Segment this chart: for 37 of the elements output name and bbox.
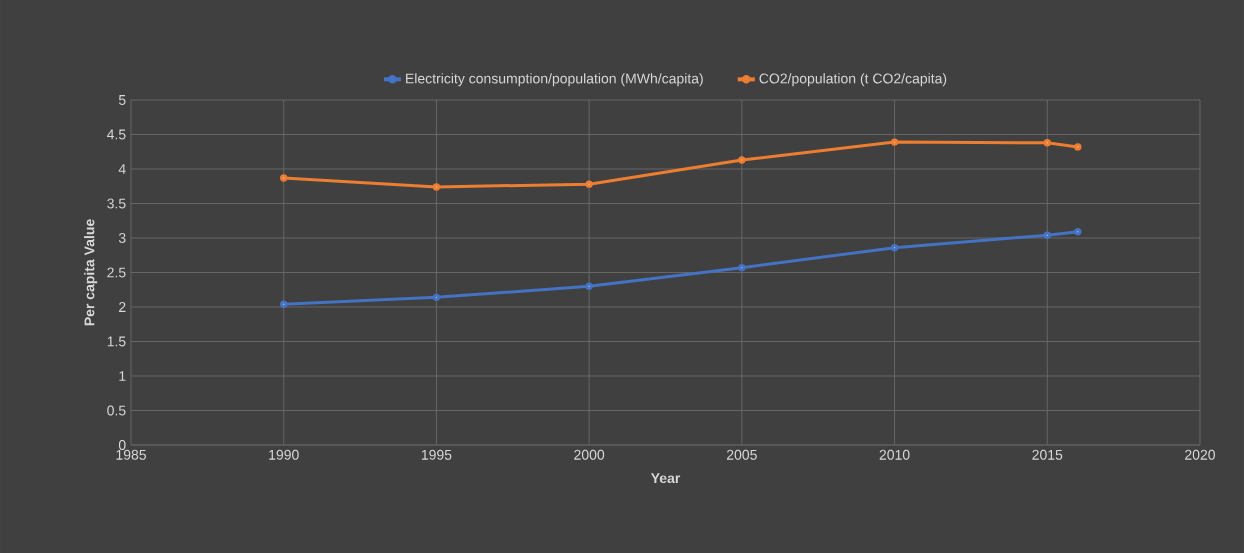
y-tick-label: 5: [118, 95, 126, 105]
legend-label: Electricity consumption/population (MWh/capita): [406, 73, 703, 87]
point: [1074, 228, 1082, 236]
point: [1043, 139, 1051, 147]
y-axis-title: Per capita Value: [84, 219, 98, 326]
x-tick-label: 2000: [574, 449, 605, 460]
point: [890, 243, 899, 252]
point: [280, 300, 288, 308]
x-tick-label: 2015: [1032, 449, 1063, 460]
point: [585, 282, 593, 290]
point: [1074, 143, 1082, 151]
x-axis-title: Year: [650, 473, 681, 484]
y-tick-label: 4: [118, 164, 126, 174]
point: [890, 138, 899, 146]
point: [1043, 231, 1051, 239]
x-tick-label: 1995: [421, 449, 452, 460]
y-tick-label: 0.5: [107, 405, 126, 416]
point: [738, 263, 746, 272]
x-tick-label: 1990: [269, 449, 299, 460]
x-tick-label: 1985: [116, 449, 146, 460]
y-tick-label: 4.5: [107, 129, 126, 140]
point: [585, 180, 593, 188]
y-tick-label: 0: [118, 440, 126, 450]
x-tick-label: 2005: [726, 449, 757, 460]
point: [432, 293, 441, 302]
y-tick-label: 3.5: [107, 198, 126, 209]
y-tick-label: 2.5: [107, 267, 126, 278]
x-tick-label: 2010: [879, 449, 910, 460]
y-tick-label: 1: [119, 371, 126, 381]
y-tick-label: 3: [118, 233, 126, 243]
legend-label: CO2/population (t CO2/capita): [759, 73, 947, 87]
y-tick-label: 1.5: [107, 336, 126, 347]
x-tick-label: 2020: [1185, 449, 1215, 460]
point: [738, 156, 746, 164]
point: [280, 174, 288, 182]
point: [432, 183, 441, 191]
y-tick-label: 2: [119, 302, 126, 312]
